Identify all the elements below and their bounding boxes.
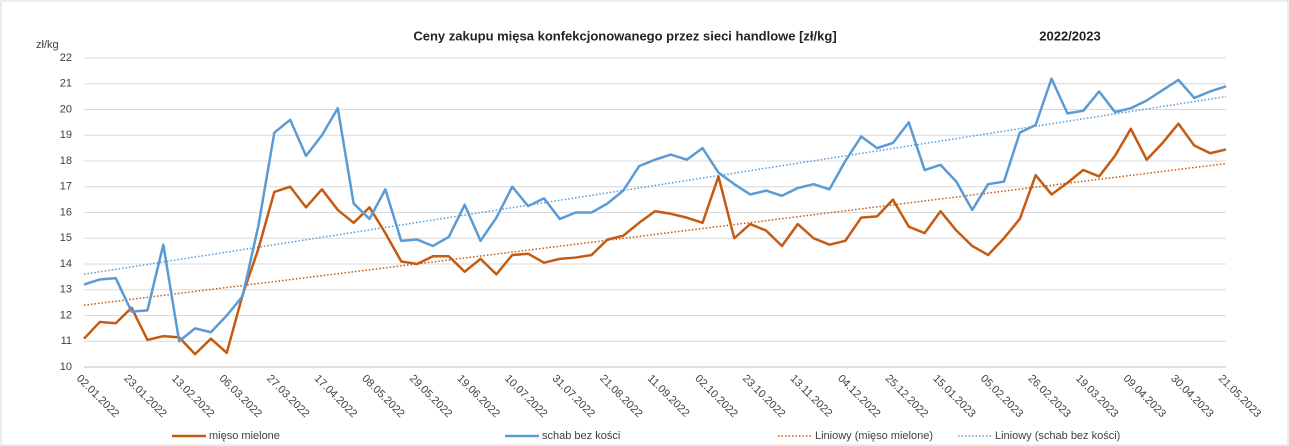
series-line (83, 77, 1227, 343)
y-tick-label: 13 (60, 284, 72, 296)
y-tick-label: 22 (60, 52, 72, 64)
chart-title: Ceny zakupu mięsa konfekcjonowanego prze… (413, 28, 836, 43)
legend-label: mięso mielone (209, 430, 280, 442)
y-tick-label: 12 (60, 309, 72, 321)
y-tick-label: 16 (60, 206, 72, 218)
y-tick-label: 14 (60, 258, 72, 270)
legend-label: schab bez kości (542, 430, 620, 442)
legend-label: Liniowy (schab bez kości) (995, 430, 1120, 442)
y-tick-label: 17 (60, 181, 72, 193)
legend-label: Liniowy (mięso mielone) (815, 430, 933, 442)
chart-subtitle: 2022/2023 (1039, 28, 1100, 43)
y-tick-label: 18 (60, 155, 72, 167)
y-tick-label: 10 (60, 361, 72, 373)
y-tick-label: 15 (60, 232, 72, 244)
y-tick-label: 21 (60, 78, 72, 90)
y-tick-label: 19 (60, 129, 72, 141)
trend-line (83, 162, 1227, 306)
y-tick-label: 20 (60, 103, 72, 115)
series-line (83, 122, 1227, 356)
y-tick-label: 11 (61, 335, 72, 347)
y-axis-label: zł/kg (36, 39, 59, 51)
